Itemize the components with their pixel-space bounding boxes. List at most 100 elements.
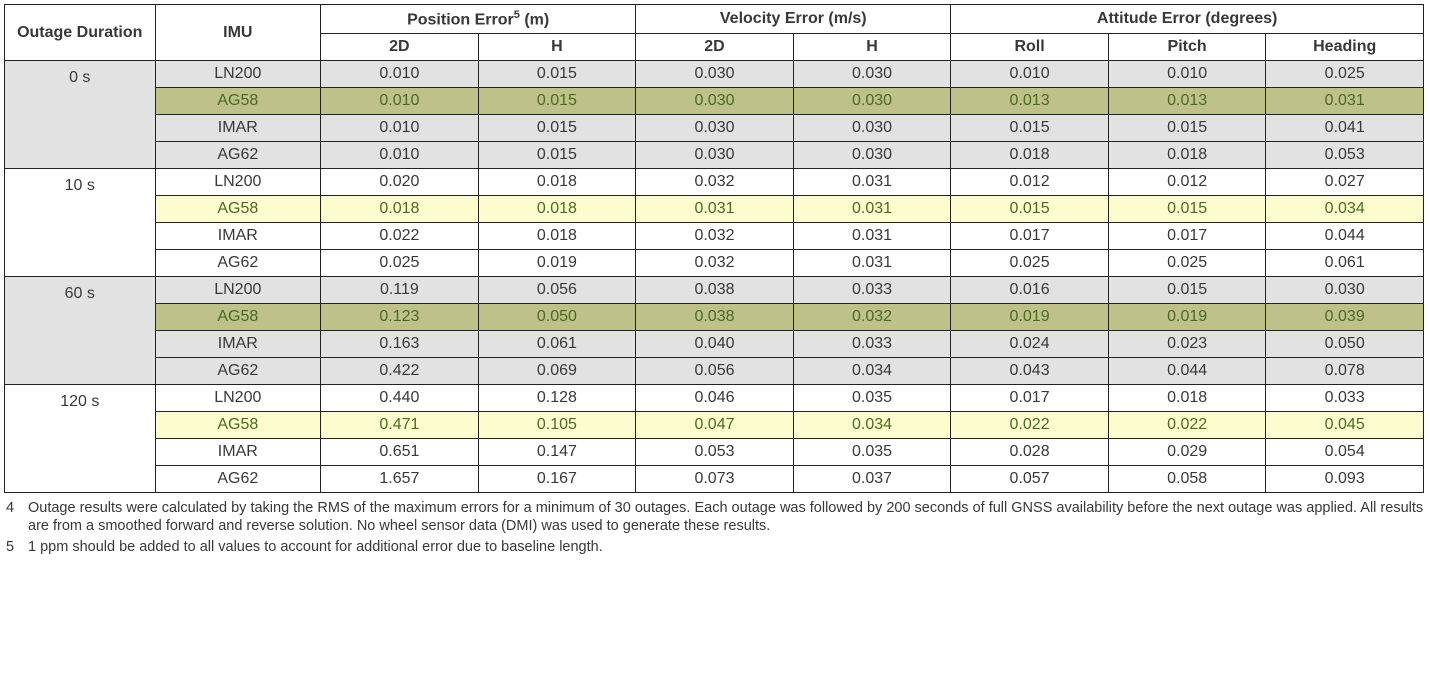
data-cell: 0.093 [1266, 466, 1424, 493]
data-cell: 0.119 [321, 277, 479, 304]
data-cell: 0.030 [636, 142, 794, 169]
table-row: AG580.1230.0500.0380.0320.0190.0190.039 [5, 304, 1424, 331]
data-cell: 0.053 [1266, 142, 1424, 169]
data-cell: 0.035 [793, 385, 951, 412]
data-cell: 0.047 [636, 412, 794, 439]
table-row: 120 sLN2000.4400.1280.0460.0350.0170.018… [5, 385, 1424, 412]
outage-duration-cell: 60 s [5, 277, 156, 385]
data-cell: 0.032 [793, 304, 951, 331]
table-header: Outage Duration IMU Position Error5 (m) … [5, 5, 1424, 61]
data-cell: 0.012 [1108, 169, 1266, 196]
imu-cell: AG58 [155, 196, 321, 223]
table-row: 10 sLN2000.0200.0180.0320.0310.0120.0120… [5, 169, 1424, 196]
data-cell: 0.031 [793, 169, 951, 196]
table-row: 0 sLN2000.0100.0150.0300.0300.0100.0100.… [5, 61, 1424, 88]
data-cell: 0.069 [478, 358, 636, 385]
data-cell: 0.031 [793, 223, 951, 250]
data-cell: 0.123 [321, 304, 479, 331]
footnote-5-num: 5 [6, 538, 28, 556]
data-cell: 0.030 [793, 115, 951, 142]
data-cell: 0.056 [636, 358, 794, 385]
data-cell: 0.010 [321, 142, 479, 169]
header-position: Position Error5 (m) [321, 5, 636, 34]
data-cell: 0.018 [478, 169, 636, 196]
data-cell: 0.040 [636, 331, 794, 358]
data-cell: 0.010 [951, 61, 1109, 88]
table-row: AG580.4710.1050.0470.0340.0220.0220.045 [5, 412, 1424, 439]
table-row: AG580.0100.0150.0300.0300.0130.0130.031 [5, 88, 1424, 115]
data-cell: 0.010 [321, 61, 479, 88]
data-cell: 0.030 [793, 61, 951, 88]
data-cell: 0.057 [951, 466, 1109, 493]
data-cell: 0.018 [1108, 385, 1266, 412]
data-cell: 0.029 [1108, 439, 1266, 466]
footnote-4-num: 4 [6, 499, 28, 517]
data-cell: 0.061 [478, 331, 636, 358]
data-cell: 0.167 [478, 466, 636, 493]
imu-cell: AG58 [155, 304, 321, 331]
subheader-h-vel: H [793, 34, 951, 61]
data-cell: 0.018 [1108, 142, 1266, 169]
data-cell: 0.471 [321, 412, 479, 439]
data-cell: 0.033 [793, 331, 951, 358]
data-cell: 0.017 [951, 385, 1109, 412]
data-cell: 0.032 [636, 223, 794, 250]
data-cell: 0.163 [321, 331, 479, 358]
data-cell: 0.010 [1108, 61, 1266, 88]
imu-cell: AG62 [155, 358, 321, 385]
data-cell: 0.017 [951, 223, 1109, 250]
data-cell: 0.078 [1266, 358, 1424, 385]
data-cell: 0.044 [1266, 223, 1424, 250]
imu-cell: IMAR [155, 331, 321, 358]
table-row: 60 sLN2000.1190.0560.0380.0330.0160.0150… [5, 277, 1424, 304]
data-cell: 0.017 [1108, 223, 1266, 250]
header-imu: IMU [155, 5, 321, 61]
table-row: IMAR0.0220.0180.0320.0310.0170.0170.044 [5, 223, 1424, 250]
data-cell: 0.039 [1266, 304, 1424, 331]
data-cell: 0.035 [793, 439, 951, 466]
data-cell: 0.015 [951, 115, 1109, 142]
data-cell: 0.061 [1266, 250, 1424, 277]
subheader-roll: Roll [951, 34, 1109, 61]
data-cell: 0.056 [478, 277, 636, 304]
imu-cell: AG62 [155, 250, 321, 277]
data-cell: 0.032 [636, 250, 794, 277]
data-cell: 0.020 [321, 169, 479, 196]
header-position-unit: (m) [520, 11, 549, 28]
outage-duration-cell: 0 s [5, 61, 156, 169]
imu-cell: AG58 [155, 412, 321, 439]
data-cell: 0.030 [636, 115, 794, 142]
table-row: AG620.0250.0190.0320.0310.0250.0250.061 [5, 250, 1424, 277]
imu-cell: LN200 [155, 385, 321, 412]
data-cell: 0.038 [636, 277, 794, 304]
table-row: AG620.4220.0690.0560.0340.0430.0440.078 [5, 358, 1424, 385]
data-cell: 0.030 [636, 61, 794, 88]
table-row: IMAR0.1630.0610.0400.0330.0240.0230.050 [5, 331, 1424, 358]
data-cell: 0.025 [321, 250, 479, 277]
data-cell: 0.018 [478, 223, 636, 250]
table-row: AG621.6570.1670.0730.0370.0570.0580.093 [5, 466, 1424, 493]
data-cell: 0.010 [321, 115, 479, 142]
data-cell: 0.105 [478, 412, 636, 439]
data-cell: 0.012 [951, 169, 1109, 196]
data-cell: 0.019 [1108, 304, 1266, 331]
data-cell: 0.013 [1108, 88, 1266, 115]
data-cell: 0.027 [1266, 169, 1424, 196]
footnote-5: 5 1 ppm should be added to all values to… [6, 538, 1426, 556]
imu-cell: IMAR [155, 223, 321, 250]
data-cell: 0.024 [951, 331, 1109, 358]
data-cell: 0.022 [1108, 412, 1266, 439]
data-cell: 0.031 [1266, 88, 1424, 115]
data-cell: 0.015 [1108, 196, 1266, 223]
data-cell: 0.033 [793, 277, 951, 304]
footnotes: 4 Outage results were calculated by taki… [4, 493, 1428, 555]
data-cell: 0.034 [1266, 196, 1424, 223]
imu-cell: AG62 [155, 466, 321, 493]
data-cell: 0.041 [1266, 115, 1424, 142]
data-cell: 1.657 [321, 466, 479, 493]
outage-duration-cell: 10 s [5, 169, 156, 277]
data-cell: 0.037 [793, 466, 951, 493]
outage-duration-cell: 120 s [5, 385, 156, 493]
header-position-label: Position Error [407, 11, 514, 28]
data-cell: 0.018 [951, 142, 1109, 169]
